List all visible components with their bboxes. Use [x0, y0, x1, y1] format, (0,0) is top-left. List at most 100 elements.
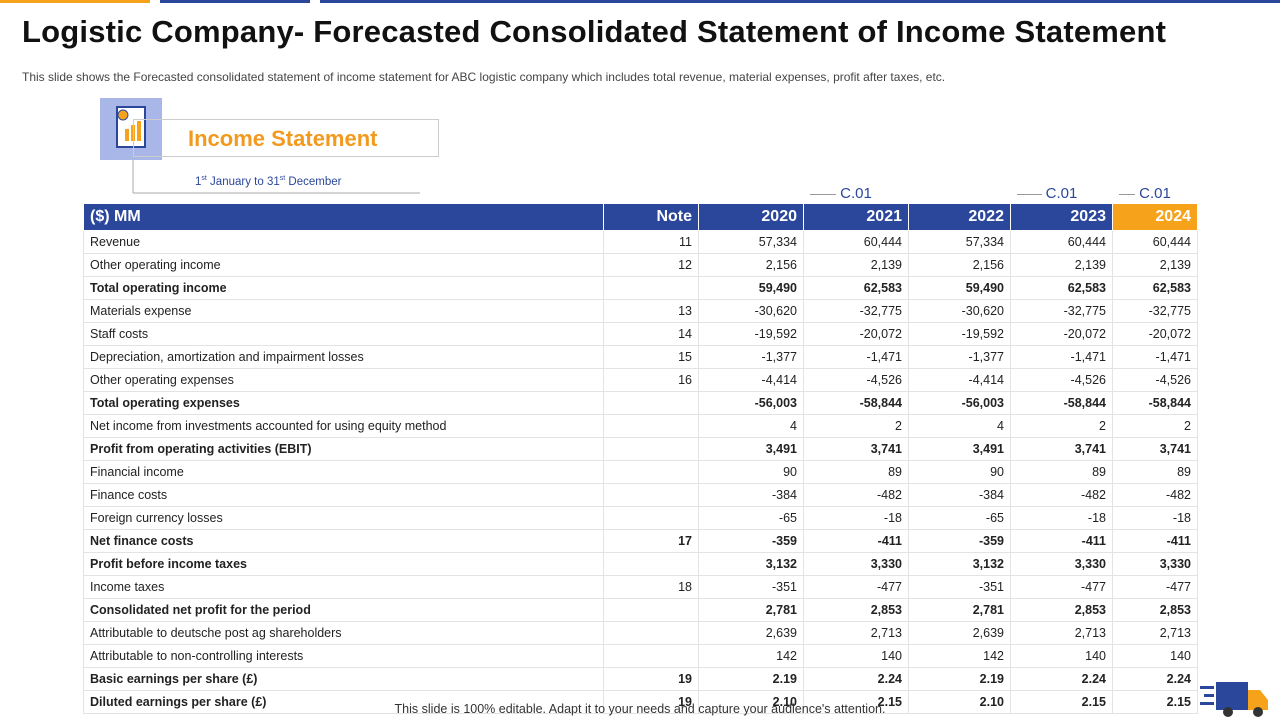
- cell-value: 89: [1010, 460, 1113, 484]
- row-label: Financial income: [83, 460, 604, 484]
- cell-value: -4,414: [698, 368, 804, 392]
- table-row: Profit before income taxes 3,132 3,330 3,13…: [83, 552, 1198, 576]
- subtitle: This slide shows the Forecasted consolid…: [22, 70, 946, 84]
- cell-value: -351: [698, 575, 804, 599]
- table-row: Foreign currency losses -65 -18 -65 -18 -18: [83, 506, 1198, 530]
- cell-value: -4,526: [1112, 368, 1198, 392]
- cell-value: -1,471: [1112, 345, 1198, 369]
- cell-value: -32,775: [1112, 299, 1198, 323]
- cell-value: 59,490: [908, 276, 1011, 300]
- cell-value: -58,844: [803, 391, 909, 415]
- row-label: Other operating income: [83, 253, 604, 277]
- cell-value: -351: [908, 575, 1011, 599]
- cell-value: -19,592: [908, 322, 1011, 346]
- cell-value: 2.24: [1010, 667, 1113, 691]
- cell-value: -4,526: [803, 368, 909, 392]
- cell-value: 2: [1112, 414, 1198, 438]
- cell-value: 60,444: [803, 230, 909, 254]
- row-label: Net income from investments accounted fo…: [83, 414, 604, 438]
- row-note: [603, 460, 699, 484]
- table-row: Other operating expenses 16 -4,414 -4,526 -4…: [83, 368, 1198, 392]
- cell-value: -58,844: [1112, 391, 1198, 415]
- cell-value: -58,844: [1010, 391, 1113, 415]
- title: Logistic Company- Forecasted Consolidate…: [22, 14, 1167, 49]
- row-note: 17: [603, 529, 699, 553]
- cell-value: -18: [1112, 506, 1198, 530]
- cell-value: 2,139: [1112, 253, 1198, 277]
- cell-value: -477: [1010, 575, 1113, 599]
- cell-value: -20,072: [1010, 322, 1113, 346]
- footer: This slide is 100% editable. Adapt it to…: [394, 702, 886, 716]
- cell-value: -359: [908, 529, 1011, 553]
- row-note: [603, 644, 699, 668]
- cell-value: -411: [803, 529, 909, 553]
- cell-value: 60,444: [1112, 230, 1198, 254]
- cell-value: 90: [908, 460, 1011, 484]
- cell-value: 2,156: [908, 253, 1011, 277]
- column-note: C.01: [1139, 185, 1171, 202]
- cell-value: -359: [698, 529, 804, 553]
- cell-value: 3,491: [698, 437, 804, 461]
- cell-value: -482: [1112, 483, 1198, 507]
- cell-value: 2,139: [803, 253, 909, 277]
- column-header: 2024: [1112, 203, 1198, 231]
- cell-value: 3,741: [803, 437, 909, 461]
- cell-value: -4,526: [1010, 368, 1113, 392]
- table-row: Other operating income 12 2,156 2,139 2,156 2…: [83, 253, 1198, 277]
- row-label: Net finance costs: [83, 529, 604, 553]
- table-row: Net finance costs 17 -359 -411 -359 -411 -411: [83, 529, 1198, 553]
- row-label: Attributable to non-controlling interest…: [83, 644, 604, 668]
- accent-bar: [160, 0, 310, 3]
- column-note: C.01: [840, 185, 872, 202]
- cell-value: -411: [1112, 529, 1198, 553]
- cell-value: -384: [698, 483, 804, 507]
- table-row: Consolidated net profit for the period 2,…: [83, 598, 1198, 622]
- cell-value: 3,741: [1112, 437, 1198, 461]
- table-row: Depreciation, amortization and impairmen…: [83, 345, 1198, 369]
- cell-value: 2,781: [908, 598, 1011, 622]
- row-label: Total operating income: [83, 276, 604, 300]
- table-row: Total operating income 59,490 62,583 59,490…: [83, 276, 1198, 300]
- row-label: Foreign currency losses: [83, 506, 604, 530]
- row-note: [603, 414, 699, 438]
- date-part: December: [285, 175, 342, 188]
- cell-value: 2.24: [803, 667, 909, 691]
- cell-value: 2,853: [1112, 598, 1198, 622]
- cell-value: 59,490: [698, 276, 804, 300]
- row-note: 19: [603, 667, 699, 691]
- cell-value: 90: [698, 460, 804, 484]
- cell-value: 140: [1112, 644, 1198, 668]
- cell-value: 2.19: [698, 667, 804, 691]
- cell-value: -477: [803, 575, 909, 599]
- row-note: 16: [603, 368, 699, 392]
- cell-value: -56,003: [908, 391, 1011, 415]
- column-header: 2023: [1010, 203, 1113, 231]
- cell-value: 89: [803, 460, 909, 484]
- cell-value: 89: [1112, 460, 1198, 484]
- cell-value: 62,583: [803, 276, 909, 300]
- cell-value: 2,713: [1010, 621, 1113, 645]
- row-note: 13: [603, 299, 699, 323]
- cell-value: 2.24: [1112, 667, 1198, 691]
- cell-value: 140: [1010, 644, 1113, 668]
- cell-value: 2: [1010, 414, 1113, 438]
- cell-value: 57,334: [698, 230, 804, 254]
- table-row: Attributable to non-controlling interest…: [83, 644, 1198, 668]
- row-note: [603, 437, 699, 461]
- cell-value: 2.15: [1112, 690, 1198, 714]
- cell-value: -32,775: [1010, 299, 1113, 323]
- row-note: [603, 552, 699, 576]
- cell-value: -18: [1010, 506, 1113, 530]
- row-label: Attributable to deutsche post ag shareho…: [83, 621, 604, 645]
- cell-value: 2,853: [1010, 598, 1113, 622]
- date-part: st: [279, 175, 286, 182]
- row-label: Revenue: [83, 230, 604, 254]
- note-line: [809, 194, 837, 195]
- cell-value: -20,072: [1112, 322, 1198, 346]
- cell-value: 2,853: [803, 598, 909, 622]
- cell-value: -1,377: [698, 345, 804, 369]
- row-label: Total operating expenses: [83, 391, 604, 415]
- row-note: [603, 621, 699, 645]
- row-label: Income taxes: [83, 575, 604, 599]
- cell-value: -30,620: [908, 299, 1011, 323]
